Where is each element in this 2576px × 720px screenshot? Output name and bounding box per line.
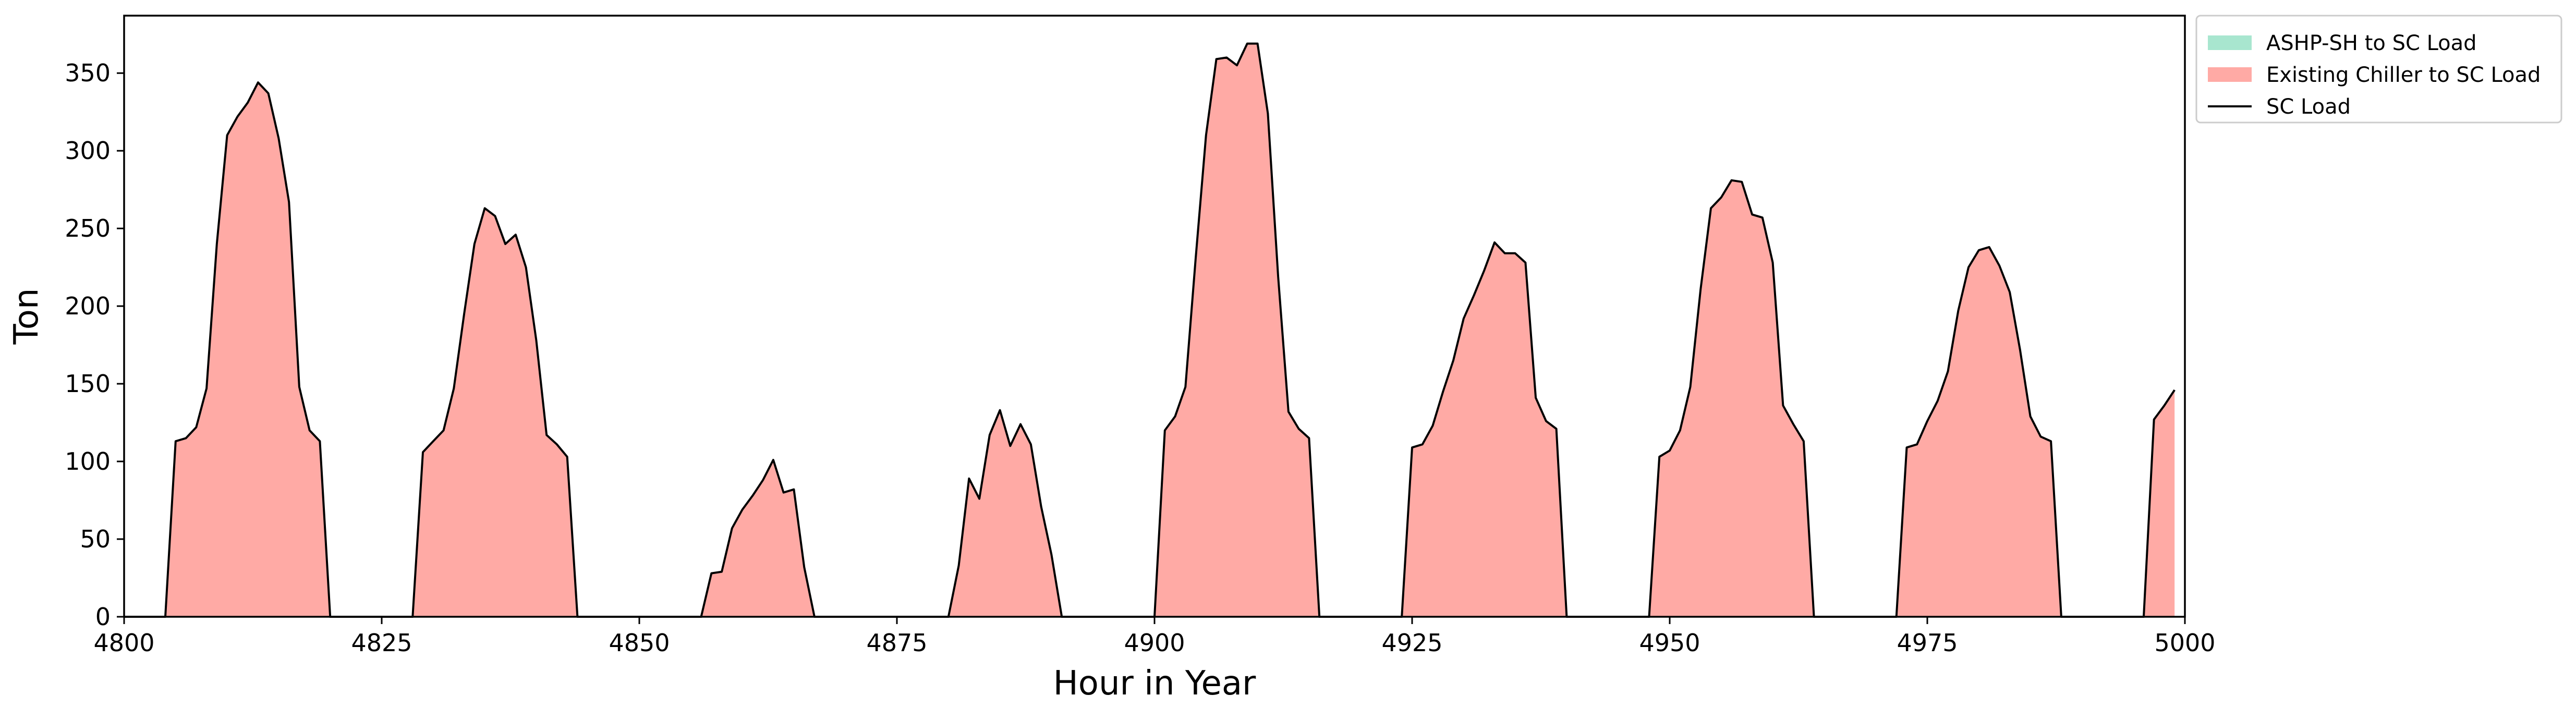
y-tick-label: 200 xyxy=(65,292,111,320)
x-tick-label: 4925 xyxy=(1381,629,1442,657)
x-tick-label: 4875 xyxy=(866,629,927,657)
legend-label: SC Load xyxy=(2266,95,2351,119)
y-axis: 0 50 100 150 200 250 300 350 xyxy=(65,59,124,631)
x-axis-label: Hour in Year xyxy=(1053,664,1256,703)
y-tick-label: 0 xyxy=(95,603,111,631)
x-tick-label: 4975 xyxy=(1897,629,1958,657)
x-tick-label: 4825 xyxy=(351,629,412,657)
area-series-1 xyxy=(124,43,2175,617)
x-tick-label: 4800 xyxy=(93,629,154,657)
legend-label: ASHP-SH to SC Load xyxy=(2266,31,2477,55)
x-tick-label: 4950 xyxy=(1639,629,1700,657)
y-tick-label: 350 xyxy=(65,59,111,87)
x-tick-label: 4900 xyxy=(1124,629,1185,657)
plot-areas xyxy=(124,43,2175,617)
x-tick-label: 4850 xyxy=(609,629,670,657)
legend-label: Existing Chiller to SC Load xyxy=(2266,63,2541,87)
y-tick-label: 300 xyxy=(65,137,111,165)
legend-swatch xyxy=(2208,35,2252,50)
plot-lines xyxy=(124,42,2176,618)
y-tick-label: 150 xyxy=(65,370,111,398)
x-tick-label: 5000 xyxy=(2154,629,2215,657)
legend-box xyxy=(2195,15,2562,124)
y-tick-label: 100 xyxy=(65,447,111,475)
x-axis: 4800 4825 4850 4875 4900 4925 4950 4975 5000 xyxy=(93,617,2216,657)
y-tick-label: 50 xyxy=(80,525,111,553)
legend: ASHP-SH to SC Load Existing Chiller to SC… xyxy=(2195,15,2562,124)
line-series-2 xyxy=(124,42,2176,618)
y-tick-label: 250 xyxy=(65,214,111,242)
legend-swatch xyxy=(2208,67,2252,82)
y-axis-label: Ton xyxy=(7,288,46,345)
